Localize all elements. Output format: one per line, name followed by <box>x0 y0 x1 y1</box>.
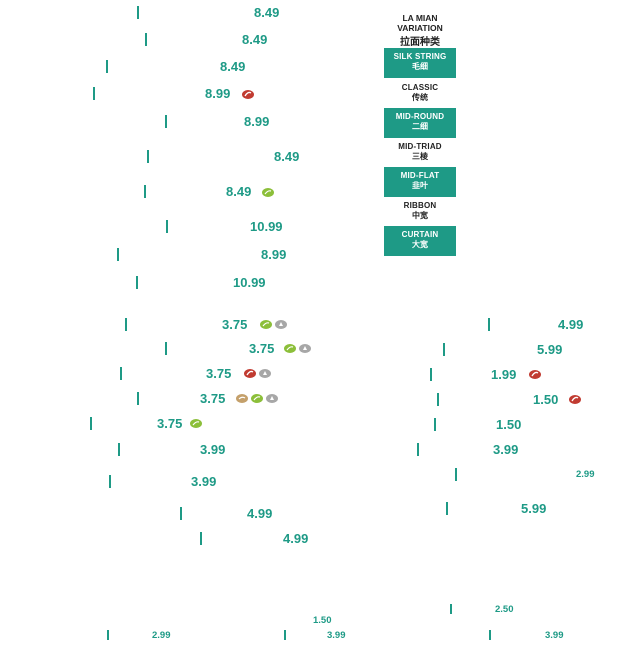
price-label: 2.50 <box>495 604 514 615</box>
price-marker <box>180 507 182 520</box>
price-label: 3.99 <box>327 630 346 641</box>
price-label: 3.75 <box>157 416 183 431</box>
price-label: 8.49 <box>226 184 252 199</box>
price-label: 2.99 <box>152 630 171 641</box>
chili-icon <box>244 369 256 378</box>
price-marker <box>120 367 122 380</box>
shellfish-icon <box>275 320 287 329</box>
price-label: 3.99 <box>493 442 519 457</box>
price-marker <box>107 630 109 640</box>
price-label: 3.99 <box>191 474 217 489</box>
price-marker <box>145 33 147 46</box>
price-marker <box>109 475 111 488</box>
price-marker <box>165 115 167 128</box>
legend-item-silk-string: SILK STRING 毛细 <box>384 48 456 78</box>
vegetable-icon <box>260 320 272 329</box>
legend-item-ribbon: RIBBON 中宽 <box>403 201 437 220</box>
vegetable-icon <box>251 394 263 403</box>
price-marker <box>489 630 491 640</box>
price-label: 8.99 <box>261 247 287 262</box>
price-marker <box>137 392 139 405</box>
price-marker <box>200 532 202 545</box>
chili-icon <box>529 370 541 379</box>
shellfish-icon <box>259 369 271 378</box>
nut-icon <box>236 394 248 403</box>
vegetable-icon <box>284 344 296 353</box>
price-marker <box>165 342 167 355</box>
price-marker <box>450 604 452 614</box>
price-label: 3.75 <box>200 391 226 406</box>
price-marker <box>90 417 92 430</box>
legend-item-mid-triad: MID-TRIAD 三棱 <box>398 142 442 161</box>
price-label: 8.49 <box>274 149 300 164</box>
price-label: 4.99 <box>247 506 273 521</box>
price-label: 8.49 <box>254 5 280 20</box>
price-label: 4.99 <box>283 531 309 546</box>
price-label: 2.99 <box>576 469 595 480</box>
price-label: 10.99 <box>233 275 266 290</box>
price-marker <box>166 220 168 233</box>
shellfish-icon <box>266 394 278 403</box>
price-marker <box>137 6 139 19</box>
chili-icon <box>569 395 581 404</box>
price-label: 10.99 <box>250 219 283 234</box>
chili-icon <box>242 90 254 99</box>
legend-title-zh: 拉面种类 <box>400 37 440 48</box>
price-marker <box>430 368 432 381</box>
price-marker <box>417 443 419 456</box>
price-label: 8.99 <box>205 86 231 101</box>
price-marker <box>147 150 149 163</box>
legend-title: LA MIAN VARIATION <box>397 13 443 33</box>
price-marker <box>117 248 119 261</box>
vegetable-icon <box>262 188 274 197</box>
legend-item-mid-flat: MID-FLAT 韭叶 <box>384 167 456 197</box>
price-label: 4.99 <box>558 317 584 332</box>
price-marker <box>118 443 120 456</box>
price-marker <box>284 630 286 640</box>
price-label: 3.99 <box>200 442 226 457</box>
legend-item-classic: CLASSIC 传统 <box>401 83 439 102</box>
shellfish-icon <box>299 344 311 353</box>
price-marker <box>443 343 445 356</box>
price-label: 5.99 <box>521 501 547 516</box>
legend-item-curtain: CURTAIN 大宽 <box>384 226 456 256</box>
price-marker <box>144 185 146 198</box>
price-marker <box>446 502 448 515</box>
price-marker <box>437 393 439 406</box>
price-label: 1.50 <box>496 417 522 432</box>
price-marker <box>125 318 127 331</box>
price-marker <box>106 60 108 73</box>
price-label: 3.99 <box>545 630 564 641</box>
price-label: 1.50 <box>533 392 559 407</box>
price-label: 1.50 <box>313 615 332 626</box>
price-label: 8.49 <box>242 32 268 47</box>
price-marker <box>434 418 436 431</box>
price-label: 1.99 <box>491 367 517 382</box>
price-label: 3.75 <box>249 341 275 356</box>
price-label: 8.49 <box>220 59 246 74</box>
price-marker <box>136 276 138 289</box>
price-marker <box>488 318 490 331</box>
price-label: 3.75 <box>222 317 248 332</box>
price-label: 3.75 <box>206 366 232 381</box>
price-marker <box>93 87 95 100</box>
price-label: 8.99 <box>244 114 270 129</box>
price-label: 5.99 <box>537 342 563 357</box>
legend-item-mid-round: MID-ROUND 二细 <box>384 108 456 138</box>
price-marker <box>455 468 457 481</box>
vegetable-icon <box>190 419 202 428</box>
